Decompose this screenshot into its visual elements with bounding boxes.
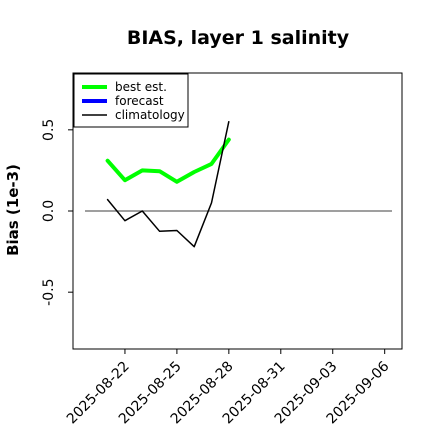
legend-label: best est. [115,80,167,94]
legend-label: climatology [115,108,185,122]
series-line-climatology [106,120,230,248]
series-layer [105,120,231,248]
y-tick-label: 0.0 [41,200,57,222]
y-tick-label: -0.5 [41,279,57,306]
legend-label: forecast [115,94,164,108]
x-axis: 2025-08-222025-08-252025-08-282025-08-31… [64,349,393,427]
y-tick-label: 0.5 [41,119,57,141]
y-axis: -0.5 0.0 0.5 [41,119,73,306]
chart-title: BIAS, layer 1 salinity [127,27,350,49]
series-line-best-est [105,137,231,184]
y-axis-label: Bias (1e-3) [4,164,22,256]
